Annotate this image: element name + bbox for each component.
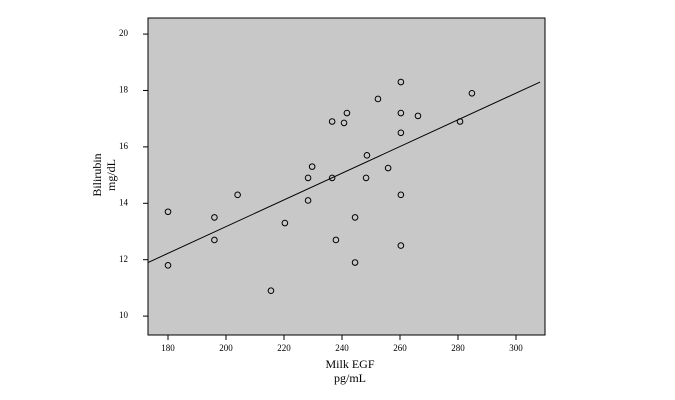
point: [281, 219, 289, 227]
x-tick-label: 220: [277, 343, 291, 353]
point: [397, 242, 405, 249]
point: [234, 191, 241, 199]
y-axis-label: Bilirubin: [90, 153, 104, 196]
point: [332, 236, 340, 244]
y-tick-label: 20: [119, 28, 129, 38]
point: [304, 197, 312, 204]
plot-area: [147, 17, 546, 336]
point: [304, 174, 312, 182]
point: [328, 118, 336, 125]
point: [362, 174, 370, 182]
x-tick-label: 180: [161, 343, 175, 353]
x-tick-label: 260: [393, 343, 407, 353]
trend-line: [147, 81, 541, 263]
point: [397, 109, 405, 117]
point: [374, 95, 382, 103]
point: [267, 287, 275, 295]
point: [351, 259, 359, 266]
point: [363, 152, 371, 159]
point: [211, 214, 218, 221]
point: [397, 78, 405, 86]
point: [343, 109, 351, 117]
point: [328, 174, 336, 182]
y-axis-label: mg/dL: [104, 159, 118, 191]
point: [164, 262, 172, 269]
y-tick-label: 12: [119, 254, 128, 264]
point: [397, 191, 405, 199]
point: [340, 119, 348, 127]
point: [211, 236, 218, 244]
y-tick-label: 10: [119, 310, 129, 320]
point: [308, 163, 316, 170]
x-tick-label: 240: [335, 343, 349, 353]
point: [414, 112, 422, 120]
x-tick-label: 300: [509, 343, 523, 353]
y-tick-label: 14: [119, 197, 129, 207]
point: [164, 208, 172, 216]
y-tick-label: 18: [119, 85, 129, 95]
point: [384, 164, 392, 172]
point: [468, 90, 476, 97]
x-tick-label: 200: [219, 343, 233, 353]
y-tick-label: 16: [119, 141, 129, 151]
point: [456, 118, 464, 125]
point: [351, 214, 359, 221]
x-axis-label: Milk EGF: [325, 357, 374, 371]
x-tick-label: 280: [451, 343, 465, 353]
point: [397, 129, 405, 137]
x-axis-label: pg/mL: [334, 371, 366, 385]
